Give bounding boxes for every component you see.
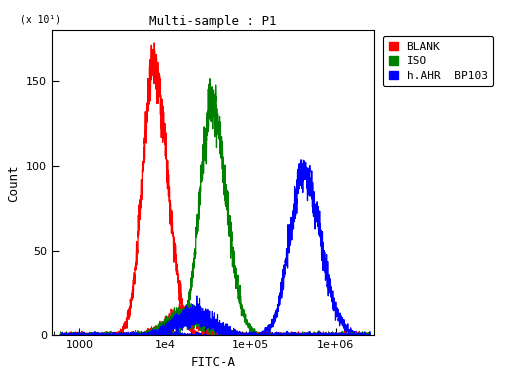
- Title: Multi-sample : P1: Multi-sample : P1: [149, 15, 277, 28]
- Y-axis label: Count: Count: [8, 164, 21, 202]
- ISO: [189, 265, 196, 269]
- ISO: [176, 330, 183, 335]
- h.AHR  BP103: [328, 289, 334, 294]
- h.AHR  BP103: [93, 331, 99, 336]
- BLANK: [367, 333, 373, 338]
- h.AHR  BP103: [189, 333, 196, 338]
- ISO: [207, 76, 213, 81]
- Line: BLANK: BLANK: [60, 43, 370, 335]
- Line: h.AHR  BP103: h.AHR BP103: [60, 160, 370, 335]
- h.AHR  BP103: [57, 333, 63, 337]
- h.AHR  BP103: [176, 332, 183, 336]
- ISO: [87, 333, 93, 338]
- ISO: [328, 333, 334, 338]
- X-axis label: FITC-A: FITC-A: [191, 356, 236, 369]
- h.AHR  BP103: [367, 331, 373, 336]
- BLANK: [328, 331, 334, 336]
- BLANK: [93, 333, 99, 337]
- Text: (x 10¹): (x 10¹): [20, 14, 61, 24]
- ISO: [367, 333, 373, 338]
- BLANK: [361, 332, 367, 337]
- ISO: [57, 333, 63, 337]
- BLANK: [151, 41, 158, 45]
- BLANK: [57, 332, 63, 337]
- ISO: [361, 332, 367, 337]
- Legend: BLANK, ISO, h.AHR  BP103: BLANK, ISO, h.AHR BP103: [383, 36, 493, 86]
- ISO: [111, 333, 118, 337]
- h.AHR  BP103: [116, 333, 123, 338]
- BLANK: [176, 298, 183, 303]
- BLANK: [111, 333, 117, 337]
- h.AHR  BP103: [361, 332, 367, 336]
- ISO: [93, 332, 99, 337]
- BLANK: [189, 328, 196, 333]
- h.AHR  BP103: [111, 332, 117, 337]
- h.AHR  BP103: [298, 157, 304, 162]
- Line: ISO: ISO: [60, 78, 370, 335]
- BLANK: [241, 333, 247, 338]
